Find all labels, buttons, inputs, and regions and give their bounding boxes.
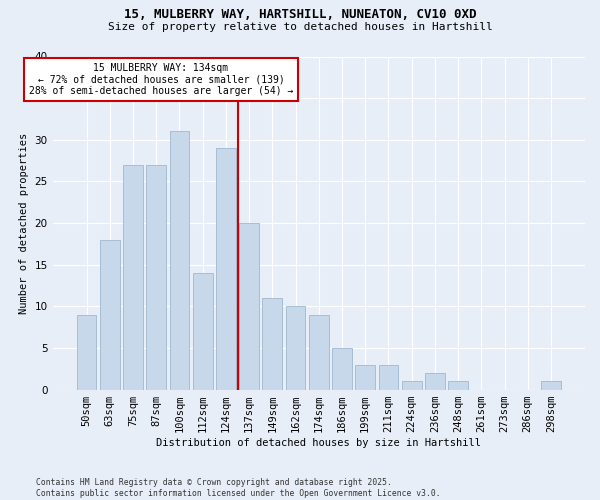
Bar [425, 373, 445, 390]
Bar [262, 298, 282, 390]
Bar [146, 165, 166, 390]
Bar [332, 348, 352, 390]
Bar [239, 223, 259, 390]
Y-axis label: Number of detached properties: Number of detached properties [19, 132, 29, 314]
Text: 15, MULBERRY WAY, HARTSHILL, NUNEATON, CV10 0XD: 15, MULBERRY WAY, HARTSHILL, NUNEATON, C… [124, 8, 476, 20]
Bar [355, 364, 375, 390]
Bar [100, 240, 120, 390]
Text: Contains HM Land Registry data © Crown copyright and database right 2025.
Contai: Contains HM Land Registry data © Crown c… [36, 478, 440, 498]
Bar [379, 364, 398, 390]
Bar [541, 382, 561, 390]
Bar [216, 148, 236, 390]
Bar [77, 314, 97, 390]
Bar [123, 165, 143, 390]
Bar [193, 273, 212, 390]
Text: 15 MULBERRY WAY: 134sqm
← 72% of detached houses are smaller (139)
28% of semi-d: 15 MULBERRY WAY: 134sqm ← 72% of detache… [29, 63, 293, 96]
Text: Size of property relative to detached houses in Hartshill: Size of property relative to detached ho… [107, 22, 493, 32]
Bar [309, 314, 329, 390]
Bar [170, 132, 190, 390]
Bar [448, 382, 468, 390]
Bar [402, 382, 422, 390]
Bar [286, 306, 305, 390]
X-axis label: Distribution of detached houses by size in Hartshill: Distribution of detached houses by size … [156, 438, 481, 448]
